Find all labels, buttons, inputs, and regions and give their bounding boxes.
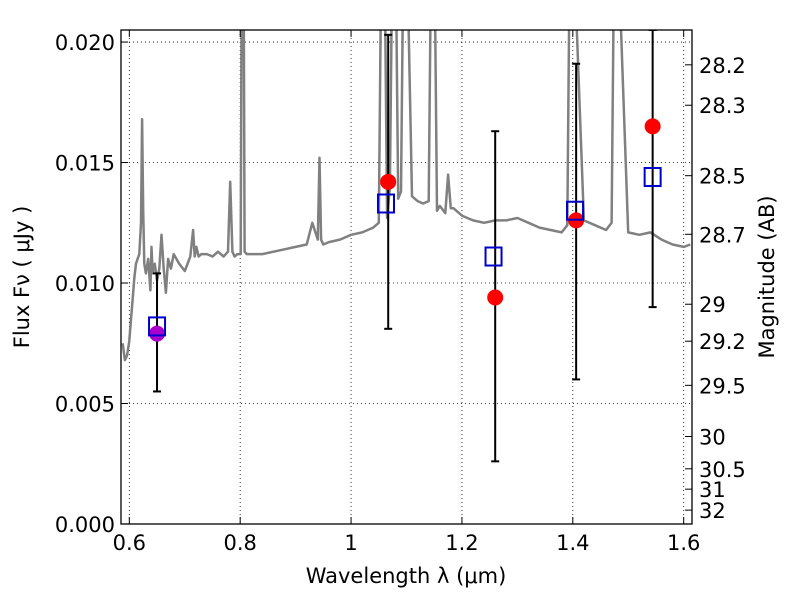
y-tick-label: 0.005 — [55, 393, 115, 417]
y2-tick-label: 28.3 — [699, 94, 746, 118]
plot-frame — [120, 29, 693, 525]
y2-tick-label: 30.5 — [699, 458, 746, 482]
x-tick-label: 0.6 — [113, 531, 146, 555]
x-tick-label: 1.4 — [556, 531, 589, 555]
data-point-circle — [380, 173, 397, 190]
data-point-square — [643, 166, 662, 187]
x-tick-label: 1.6 — [667, 531, 700, 555]
grid — [121, 30, 692, 525]
y2-tick-label: 32 — [699, 499, 726, 523]
y2-tick-label: 29.5 — [699, 374, 746, 398]
x-tick-label: 1.2 — [445, 531, 478, 555]
y2-axis-label: Magnitude (AB) — [755, 195, 779, 358]
y2-tick-label: 28.5 — [699, 165, 746, 189]
data-point-square — [376, 193, 395, 214]
y2-tick-label: 29.2 — [699, 330, 746, 354]
y-axis-label: Flux Fν ( μJy ) — [10, 206, 34, 349]
data-point-square — [484, 246, 503, 267]
y-tick-label: 0.010 — [55, 272, 115, 296]
y-tick-label: 0.000 — [55, 513, 115, 537]
data-point-square — [148, 316, 167, 337]
y2-tick-label: 30 — [699, 426, 726, 450]
y2-tick-label: 28.7 — [699, 223, 746, 247]
data-point-circle — [487, 289, 504, 306]
y2-tick-label: 29 — [699, 293, 726, 317]
y-tick-label: 0.020 — [55, 31, 115, 55]
y2-tick-label: 28.2 — [699, 54, 746, 78]
axis-ticks: 0.6 0.8 1 1.2 1.4 1.6 0.000 0.005 0.010 0.015 0.02… — [55, 30, 746, 555]
data-point-square — [566, 200, 585, 221]
data-point-circle — [644, 118, 661, 135]
x-tick-label: 0.8 — [223, 531, 256, 555]
y-tick-label: 0.015 — [55, 152, 115, 176]
data-points — [148, 30, 662, 463]
data-point-circle — [149, 325, 166, 342]
x-axis-label: Wavelength λ (μm) — [306, 564, 507, 588]
y2-tick-label: 31 — [699, 478, 726, 502]
x-tick-label: 1 — [344, 531, 357, 555]
model-spectrum — [121, 30, 691, 362]
model-spectrum-line — [121, 30, 691, 362]
